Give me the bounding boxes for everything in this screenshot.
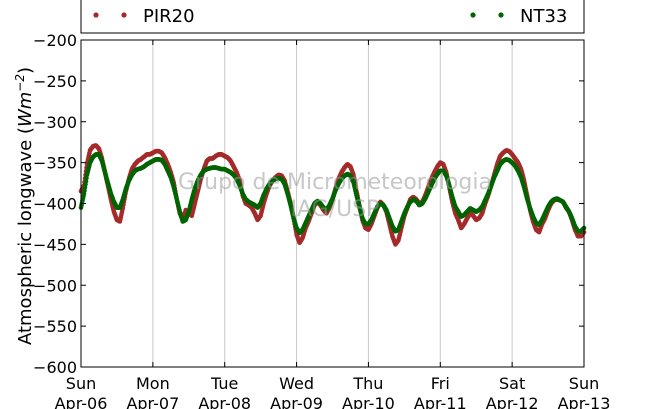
- y-tick-label: −400: [33, 195, 77, 214]
- data-points: [78, 143, 587, 247]
- x-tick-label-day: Fri: [431, 374, 450, 393]
- series-nt33: [78, 152, 587, 236]
- legend-marker-nt33-b: [498, 12, 504, 18]
- legend-label-nt33: NT33: [520, 6, 567, 27]
- x-tick-label-date: Apr-09: [270, 394, 323, 409]
- y-tick-label: −350: [33, 154, 77, 173]
- legend: PIR20 NT33: [80, 0, 585, 34]
- x-tick-label-date: Apr-08: [198, 394, 251, 409]
- x-tick-label-day: Sun: [66, 374, 96, 393]
- y-tick-label: −550: [33, 317, 77, 336]
- x-axis: SunApr-06MonApr-07TueApr-08WedApr-09ThuA…: [55, 40, 611, 409]
- y-axis-label-close: ): [15, 67, 36, 74]
- y-tick-label: −200: [33, 31, 77, 50]
- watermark: Grupo de Micrometeorologia IAG/USP: [178, 170, 492, 222]
- watermark-line-1: Grupo de Micrometeorologia: [178, 170, 492, 195]
- y-tick-label: −600: [33, 358, 77, 377]
- y-tick-label: −300: [33, 113, 77, 132]
- plot-area: Grupo de Micrometeorologia IAG/USP −200−…: [33, 31, 610, 409]
- y-tick-label: −500: [33, 276, 77, 295]
- x-tick-label-date: Apr-10: [342, 394, 395, 409]
- x-tick-label-day: Tue: [210, 374, 238, 393]
- x-tick-label-day: Mon: [136, 374, 170, 393]
- y-axis-label: Atmospheric longwave (Wm−2): [13, 67, 36, 345]
- legend-label-pir20: PIR20: [143, 6, 195, 27]
- x-tick-label-date: Apr-12: [486, 394, 539, 409]
- watermark-line-2: IAG/USP: [291, 197, 380, 222]
- x-tick-label-date: Apr-13: [558, 394, 611, 409]
- x-tick-label-date: Apr-11: [414, 394, 467, 409]
- legend-marker-nt33-a: [470, 12, 476, 18]
- y-axis-label-main: Atmospheric longwave (: [15, 127, 36, 345]
- x-tick-label-day: Thu: [352, 374, 383, 393]
- grid-lines: [152, 40, 513, 367]
- y-tick-label: −450: [33, 235, 77, 254]
- y-axis-label-unit: Wm: [15, 92, 36, 127]
- y-axis-label-exponent: −2: [13, 74, 27, 92]
- x-tick-label-date: Apr-06: [55, 394, 108, 409]
- legend-marker-pir20-a: [93, 12, 99, 18]
- x-tick-label-day: Sat: [499, 374, 525, 393]
- y-tick-label: −250: [33, 72, 77, 91]
- y-axis: −200 −250 −300 −350 −400 −450 −500 −550 −600: [33, 31, 584, 377]
- legend-marker-pir20-b: [121, 12, 127, 18]
- x-tick-label-day: Sun: [569, 374, 599, 393]
- x-tick-label-date: Apr-07: [126, 394, 179, 409]
- x-tick-label-day: Wed: [279, 374, 314, 393]
